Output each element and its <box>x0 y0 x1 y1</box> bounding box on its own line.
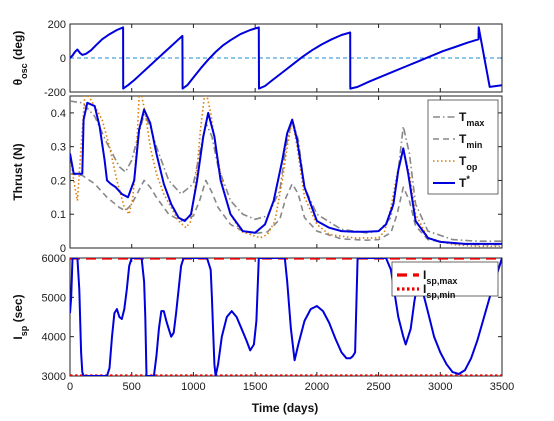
series-line-main-0 <box>70 26 502 90</box>
y-axis-label: θosc (deg) <box>11 31 29 86</box>
legend-box <box>391 261 499 297</box>
x-tick-label: 2500 <box>366 381 390 393</box>
series-line-main-2 <box>70 258 502 376</box>
legend-label: Tmax <box>459 110 484 128</box>
x-tick-label: 1000 <box>181 381 205 393</box>
thrust-panel: 0 0.1 0.2 0.3 0.4 Thrust (N) Tmax Tmin Top T* <box>11 95 503 255</box>
legend-label: Tmin <box>459 132 482 150</box>
legend-label: Isp,max <box>423 268 457 286</box>
y-tick-label: 0.3 <box>51 142 66 154</box>
legend-label: Isp,min <box>423 282 455 300</box>
y-axis-label: Thrust (N) <box>11 143 25 200</box>
isp-panel: 3000 4000 5000 6000 0 500 1000 1500 2000 2500 3000… <box>11 253 514 393</box>
y-tick-label: 0 <box>60 53 66 65</box>
legend-box <box>427 99 499 195</box>
y-tick-label: 6000 <box>42 253 66 265</box>
y-tick-label: 0 <box>60 243 66 255</box>
x-tick-label: 2000 <box>305 381 329 393</box>
y-tick-label: 3000 <box>42 371 66 383</box>
series-line-t-max <box>70 100 502 242</box>
axes-frame <box>69 95 503 249</box>
x-axis-label: Time (days) <box>252 401 318 415</box>
y-axis-label: Isp (sec) <box>11 294 29 339</box>
legend-label: T* <box>459 174 470 190</box>
x-tick-label: 1500 <box>243 381 267 393</box>
y-tick-label: 5000 <box>42 292 66 304</box>
y-tick-label: -200 <box>44 87 66 99</box>
legend-label: Top <box>459 154 478 172</box>
y-tick-label: 4000 <box>42 332 66 344</box>
theta-osc-panel: -200 0 200 θosc (deg) <box>11 19 503 99</box>
y-tick-label: 0.2 <box>51 175 66 187</box>
x-tick-label: 3500 <box>490 381 514 393</box>
x-tick-label: 0 <box>67 381 73 393</box>
y-tick-label: 0.1 <box>51 209 66 221</box>
series-line-t- <box>70 101 502 245</box>
y-tick-label: 0.4 <box>51 108 66 120</box>
x-tick-label: 3000 <box>428 381 452 393</box>
y-tick-label: 200 <box>48 19 66 31</box>
x-tick-label: 500 <box>123 381 141 393</box>
